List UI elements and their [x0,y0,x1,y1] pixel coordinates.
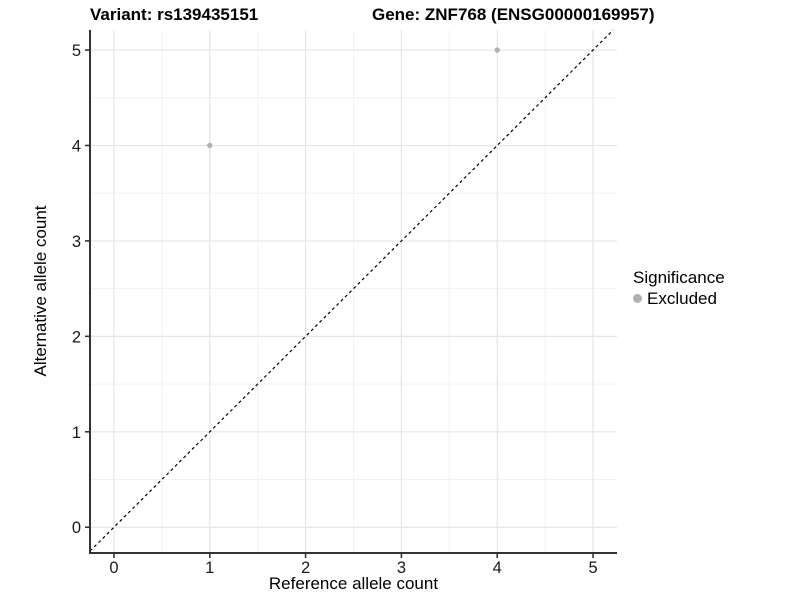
data-point [494,47,500,53]
x-tick-label: 0 [109,559,118,577]
data-point [207,142,213,149]
identity-reference-line [89,29,614,552]
x-axis-title: Reference allele count [268,574,439,593]
x-tick-label: 1 [205,559,214,577]
legend-item-label: Excluded [647,289,717,308]
excluded-point-icon [633,294,642,303]
x-tick-label: 3 [397,559,406,577]
x-tick-label: 2 [301,559,310,577]
plot-title-gene: Gene: ZNF768 (ENSG00000169957) [372,5,655,24]
x-tick-label: 4 [493,559,502,577]
x-tick-label: 5 [588,559,597,577]
y-tick-label: 1 [72,424,81,442]
y-axis-title: Alternative allele count [31,205,50,377]
legend-item-excluded: Excluded [633,289,725,308]
y-tick-label: 5 [72,42,81,60]
legend-title: Significance [633,268,725,287]
y-tick-label: 2 [72,328,81,346]
plot-title-variant: Variant: rs139435151 [90,5,259,24]
y-tick-label: 4 [72,137,81,155]
legend: Significance Excluded [633,268,725,308]
y-tick-label: 3 [72,233,81,251]
y-tick-label: 0 [72,519,81,537]
